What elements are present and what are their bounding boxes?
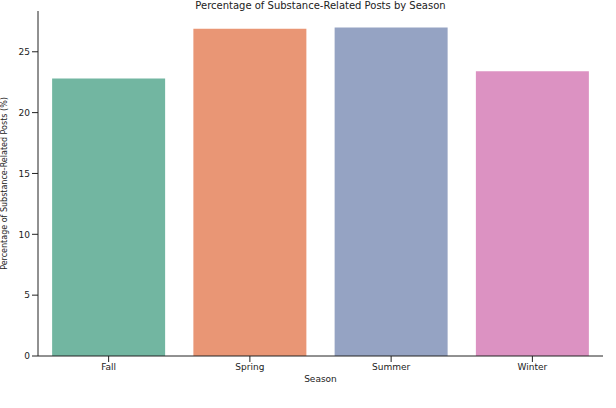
svg-text:15: 15 [19,169,30,179]
svg-text:0: 0 [24,351,30,361]
svg-text:5: 5 [24,290,30,300]
svg-text:20: 20 [19,108,31,118]
html-text:Percentage of Substance-Relate: Percentage of Substance-Related Posts by… [195,0,446,11]
svg-text:Fall: Fall [101,362,116,372]
svg-text:Winter: Winter [518,362,548,372]
svg-text:Season: Season [304,374,337,384]
svg-text:Spring: Spring [235,362,264,372]
svg-text:Summer: Summer [372,362,410,372]
svg-text:Percentage of Substance-Relate: Percentage of Substance-Related Posts (%… [8,97,9,270]
svg-text:10: 10 [19,230,31,240]
svg-text:25: 25 [19,47,30,57]
